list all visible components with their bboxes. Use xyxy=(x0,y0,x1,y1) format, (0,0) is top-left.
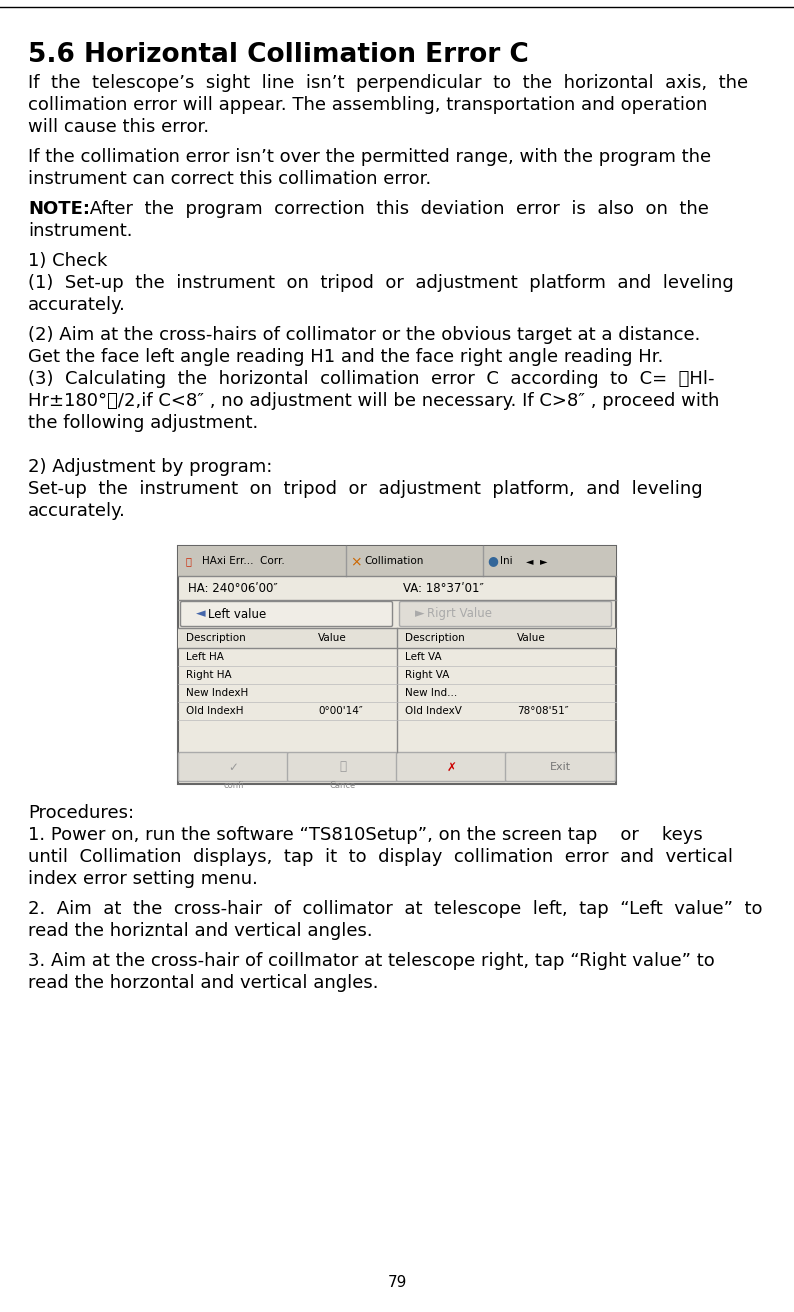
Text: the following adjustment.: the following adjustment. xyxy=(28,415,258,432)
FancyBboxPatch shape xyxy=(179,753,288,782)
Text: (2) Aim at the cross-hairs of collimator or the obvious target at a distance.: (2) Aim at the cross-hairs of collimator… xyxy=(28,325,700,344)
Text: Cance: Cance xyxy=(330,781,356,790)
Text: Left HA: Left HA xyxy=(186,652,224,663)
FancyBboxPatch shape xyxy=(287,753,398,782)
Bar xyxy=(178,628,616,648)
Text: Description: Description xyxy=(405,632,464,643)
Text: VA: 18°37ʹ01″: VA: 18°37ʹ01″ xyxy=(403,581,484,594)
Text: Hr±180°）/2,if C<8″ , no adjustment will be necessary. If C>8″ , proceed with: Hr±180°）/2,if C<8″ , no adjustment will … xyxy=(28,392,719,409)
Text: index error setting menu.: index error setting menu. xyxy=(28,870,258,888)
Text: 2) Adjustment by program:: 2) Adjustment by program: xyxy=(28,458,272,476)
Text: Old IndexV: Old IndexV xyxy=(405,706,462,716)
Text: HA: 240°06ʹ00″: HA: 240°06ʹ00″ xyxy=(188,581,278,594)
Text: 5.6 Horizontal Collimation Error C: 5.6 Horizontal Collimation Error C xyxy=(28,42,529,68)
Text: accurately.: accurately. xyxy=(28,297,126,314)
Text: confi: confi xyxy=(223,781,244,790)
FancyBboxPatch shape xyxy=(506,753,615,782)
Text: will cause this error.: will cause this error. xyxy=(28,118,209,136)
Text: ►: ► xyxy=(415,607,425,621)
Text: read the horizntal and vertical angles.: read the horizntal and vertical angles. xyxy=(28,922,372,939)
Text: read the horzontal and vertical angles.: read the horzontal and vertical angles. xyxy=(28,974,379,992)
Text: 1. Power on, run the software “TS810Setup”, on the screen tap    or    keys: 1. Power on, run the software “TS810Setu… xyxy=(28,827,703,844)
Text: ⨯: ⨯ xyxy=(350,554,361,568)
FancyBboxPatch shape xyxy=(396,753,507,782)
Text: Old IndexH: Old IndexH xyxy=(186,706,244,716)
Text: 78°08'51″: 78°08'51″ xyxy=(517,706,569,716)
Text: ◄: ◄ xyxy=(526,556,534,565)
Text: ⭐: ⭐ xyxy=(186,556,192,565)
Text: Right VA: Right VA xyxy=(405,670,449,680)
Text: collimation error will appear. The assembling, transportation and operation: collimation error will appear. The assem… xyxy=(28,96,707,114)
Text: 1) Check: 1) Check xyxy=(28,252,107,270)
Text: accurately.: accurately. xyxy=(28,502,126,520)
Text: Value: Value xyxy=(318,632,347,643)
Text: ✓: ✓ xyxy=(229,761,238,774)
Text: 3. Aim at the cross-hair of coillmator at telescope right, tap “Right value” to: 3. Aim at the cross-hair of coillmator a… xyxy=(28,953,715,970)
Text: 0°00'14″: 0°00'14″ xyxy=(318,706,363,716)
Text: HAxi Err...  Corr.: HAxi Err... Corr. xyxy=(202,556,285,565)
Text: Set-up  the  instrument  on  tripod  or  adjustment  platform,  and  leveling: Set-up the instrument on tripod or adjus… xyxy=(28,480,703,499)
Text: NOTE:: NOTE: xyxy=(28,199,90,218)
Text: (3)  Calculating  the  horizontal  collimation  error  C  according  to  C=  （Hl: (3) Calculating the horizontal collimati… xyxy=(28,370,715,388)
Text: Left value: Left value xyxy=(208,607,266,621)
Text: After  the  program  correction  this  deviation  error  is  also  on  the: After the program correction this deviat… xyxy=(84,199,709,218)
Text: Collimation: Collimation xyxy=(364,556,423,565)
Text: ⦻: ⦻ xyxy=(339,761,346,774)
Text: New Ind...: New Ind... xyxy=(405,687,457,698)
Text: If  the  telescope’s  sight  line  isn’t  perpendicular  to  the  horizontal  ax: If the telescope’s sight line isn’t perp… xyxy=(28,73,748,92)
Text: Ini: Ini xyxy=(500,556,513,565)
Text: Description: Description xyxy=(186,632,246,643)
Text: Left VA: Left VA xyxy=(405,652,441,663)
Bar xyxy=(178,546,616,785)
Text: Procedures:: Procedures: xyxy=(28,804,134,823)
Text: Value: Value xyxy=(517,632,545,643)
Text: ◄: ◄ xyxy=(196,607,206,621)
Text: 79: 79 xyxy=(387,1275,407,1290)
Bar xyxy=(178,546,616,576)
Text: instrument can correct this collimation error.: instrument can correct this collimation … xyxy=(28,171,431,188)
Text: If the collimation error isn’t over the permitted range, with the program the: If the collimation error isn’t over the … xyxy=(28,148,711,167)
Text: ✗: ✗ xyxy=(446,761,457,774)
Text: instrument.: instrument. xyxy=(28,222,133,240)
Text: (1)  Set-up  the  instrument  on  tripod  or  adjustment  platform  and  levelin: (1) Set-up the instrument on tripod or a… xyxy=(28,274,734,293)
Text: ►: ► xyxy=(540,556,548,565)
FancyBboxPatch shape xyxy=(180,601,392,627)
Text: 2.  Aim  at  the  cross-hair  of  collimator  at  telescope  left,  tap  “Left  : 2. Aim at the cross-hair of collimator a… xyxy=(28,900,762,918)
Text: Rigrt Value: Rigrt Value xyxy=(427,607,492,621)
Text: New IndexH: New IndexH xyxy=(186,687,249,698)
Text: until  Collimation  displays,  tap  it  to  display  collimation  error  and  ve: until Collimation displays, tap it to di… xyxy=(28,848,733,866)
Text: Exit: Exit xyxy=(550,762,571,771)
FancyBboxPatch shape xyxy=(399,601,611,627)
Text: Right HA: Right HA xyxy=(186,670,232,680)
Text: ●: ● xyxy=(487,555,498,568)
Text: Get the face left angle reading H1 and the face right angle reading Hr.: Get the face left angle reading H1 and t… xyxy=(28,348,663,366)
